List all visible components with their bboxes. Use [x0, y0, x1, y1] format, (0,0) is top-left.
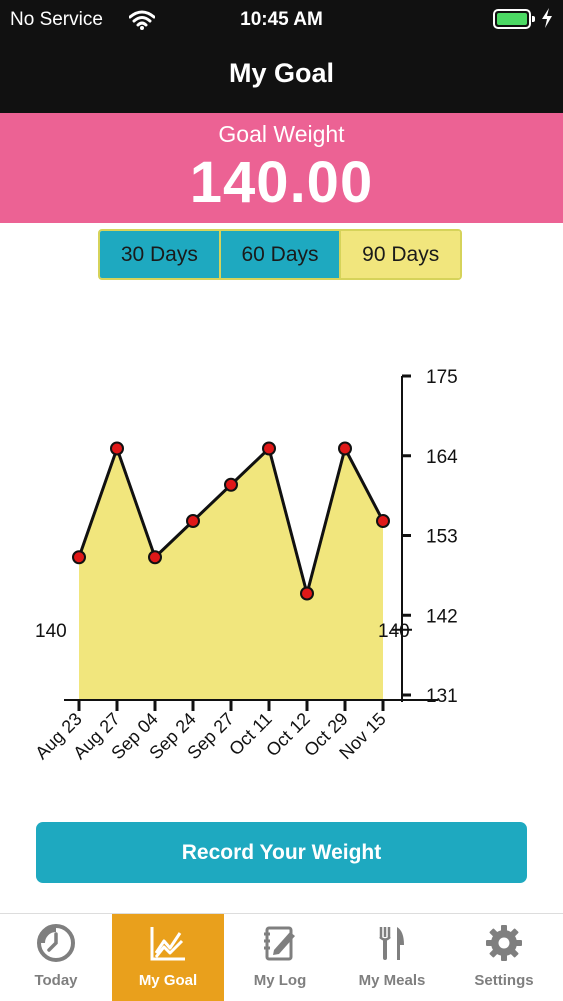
tab-label: My Log [253, 972, 307, 989]
tab-today[interactable]: Today [0, 914, 112, 1001]
goal-banner: Goal Weight 140.00 [0, 113, 563, 223]
data-point [262, 441, 276, 456]
page-title: My Goal [228, 58, 335, 88]
tab-label: My Meals [358, 972, 426, 989]
carrier-label: No Service [10, 9, 103, 30]
goal-line-right-label: 140 [378, 621, 410, 642]
data-point [224, 477, 238, 492]
data-point [148, 550, 162, 565]
y-tick-label: 175 [426, 367, 458, 388]
nav-bar: My Goal [0, 40, 563, 113]
notebook-pencil-icon [264, 926, 295, 961]
clock-time: 10:45 AM [240, 9, 323, 30]
status-bar: No Service 10:45 AM [0, 0, 563, 40]
chart-area-fill [79, 448, 383, 700]
goal-line-left-label: 140 [35, 621, 67, 642]
fork-knife-icon [379, 927, 404, 960]
y-tick-label: 142 [426, 606, 458, 627]
data-point [72, 550, 86, 565]
y-tick-label: 164 [426, 447, 458, 468]
tab-label: Settings [474, 972, 534, 989]
battery-icon [493, 9, 535, 29]
wifi-icon [129, 10, 155, 30]
goal-weight-value: 140.00 [189, 150, 374, 215]
y-tick-label: 153 [426, 527, 458, 548]
range-tab-30-days[interactable]: 30 Days [100, 231, 221, 278]
data-point [110, 441, 124, 456]
goal-weight-label: Goal Weight [218, 121, 345, 147]
record-weight-button[interactable]: Record Your Weight [36, 822, 527, 883]
range-tab-60-days[interactable]: 60 Days [220, 231, 342, 278]
data-point [338, 441, 352, 456]
chart-icon [150, 927, 185, 961]
tab-my-goal[interactable]: My Goal [112, 914, 224, 1001]
data-point [186, 514, 200, 528]
y-tick-label: 131 [426, 686, 458, 707]
tab-label: Today [34, 972, 78, 989]
tab-my-meals[interactable]: My Meals [336, 914, 448, 1001]
tab-settings[interactable]: Settings [448, 914, 563, 1001]
data-point [376, 514, 390, 528]
tab-label: My Goal [138, 972, 198, 989]
tab-my-log[interactable]: My Log [224, 914, 336, 1001]
clock-icon [37, 924, 75, 962]
range-selector: 30 Days 60 Days 90 Days [98, 229, 462, 280]
data-point [300, 586, 314, 601]
tab-bar: Today My Goal My Log My Meals [0, 913, 563, 1001]
charging-bolt-icon [542, 8, 552, 28]
gear-icon [486, 925, 522, 961]
range-tab-90-days[interactable]: 90 Days [341, 231, 460, 278]
